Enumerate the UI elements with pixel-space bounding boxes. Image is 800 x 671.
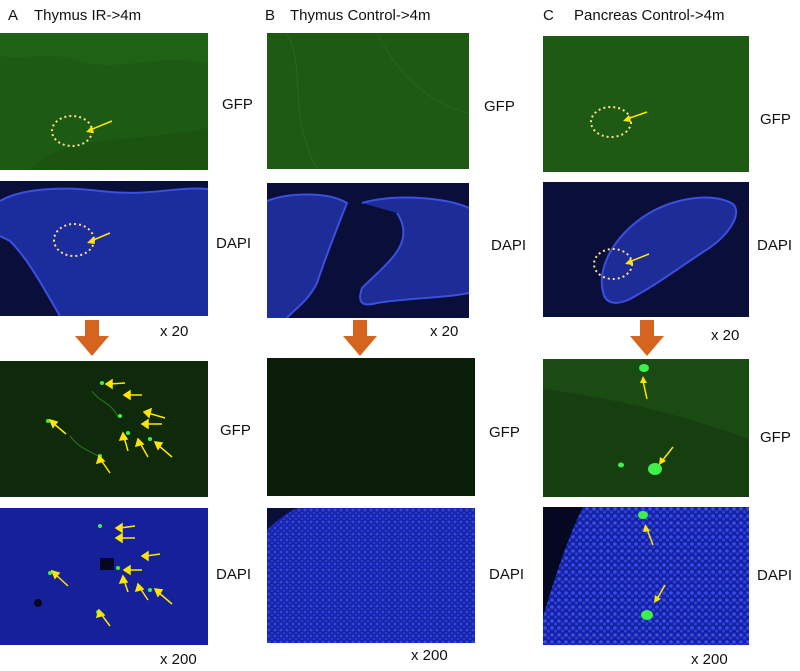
panel-a-title: Thymus IR->4m	[34, 7, 142, 24]
panel-b-gfp-high-image	[267, 358, 475, 496]
panel-a-mag-high: x 200	[160, 651, 197, 668]
panel-a-dapi-high-label: DAPI	[216, 566, 252, 583]
panel-b-mag-low: x 20	[430, 323, 459, 340]
panel-c-gfp-low-image	[543, 36, 749, 172]
panel-b-letter: B	[265, 7, 276, 24]
panel-c-mag-low: x 20	[711, 327, 740, 344]
panel-b-mag-high: x 200	[411, 647, 448, 664]
panel-b-dapi-low-image	[267, 183, 469, 318]
panel-b-gfp-high-label: GFP	[489, 424, 520, 441]
panel-c-dapi-high-image	[543, 507, 749, 645]
panel-a-mag-low: x 20	[160, 323, 189, 340]
panel-b-gfp-label: GFP	[484, 98, 515, 115]
panel-c-gfp-label: GFP	[760, 111, 791, 128]
panel-c-gfp-high-image	[543, 359, 749, 497]
panel-c-mag-high: x 200	[691, 651, 728, 668]
panel-a-gfp-low-image	[0, 33, 208, 170]
panel-c-dapi-high-label: DAPI	[757, 567, 793, 584]
panel-b-title: Thymus Control->4m	[290, 7, 431, 24]
panel-c-gfp-high-label: GFP	[760, 429, 791, 446]
panel-b-dapi-high-label: DAPI	[489, 566, 525, 583]
panel-a-dapi-high-image	[0, 508, 208, 645]
panel-b-transition-arrow	[343, 320, 377, 356]
panel-c-letter: C	[543, 7, 554, 24]
panel-a-gfp-high-image	[0, 361, 208, 497]
panel-c-dapi-label: DAPI	[757, 237, 793, 254]
panel-a-transition-arrow	[75, 320, 109, 356]
panel-a-gfp-high-label: GFP	[220, 422, 251, 439]
panel-b-gfp-low-image	[267, 33, 469, 169]
panel-b-dapi-label: DAPI	[491, 237, 527, 254]
panel-a-dapi-label: DAPI	[216, 235, 252, 252]
panel-c-dapi-low-image	[543, 182, 749, 317]
panel-a-gfp-label: GFP	[222, 96, 253, 113]
panel-c-title: Pancreas Control->4m	[574, 7, 725, 24]
panel-a-dapi-low-image	[0, 181, 208, 316]
panel-b-dapi-high-image	[267, 508, 475, 643]
panel-a-letter: A	[8, 7, 19, 24]
panel-c-transition-arrow	[630, 320, 664, 356]
